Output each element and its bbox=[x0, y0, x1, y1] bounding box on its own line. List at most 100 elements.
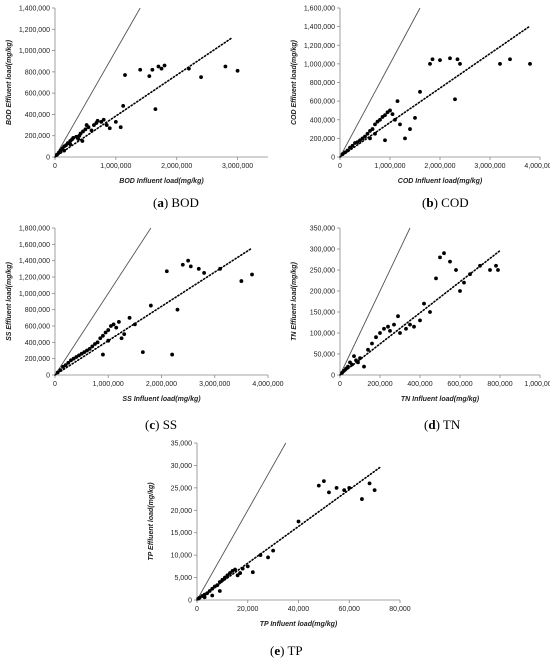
data-point bbox=[368, 136, 372, 141]
x-tick-label: 3,000,000 bbox=[474, 163, 505, 170]
data-point bbox=[358, 356, 362, 361]
data-point bbox=[58, 368, 63, 372]
data-point bbox=[199, 75, 203, 80]
x-tick-label: 4,000,000 bbox=[252, 381, 283, 388]
y-tick-label: 600,000 bbox=[25, 91, 50, 98]
y-tick-label: 350,000 bbox=[310, 226, 335, 233]
data-point bbox=[106, 328, 111, 332]
data-point bbox=[95, 340, 100, 345]
x-tick-label: 0 bbox=[53, 381, 57, 388]
data-point bbox=[101, 352, 105, 357]
data-point bbox=[140, 350, 145, 355]
identity-line bbox=[339, 227, 411, 376]
data-point bbox=[103, 330, 108, 335]
trend-line bbox=[54, 247, 253, 376]
caption-letter: a bbox=[157, 195, 164, 210]
data-point bbox=[455, 57, 460, 62]
data-point bbox=[153, 107, 158, 112]
data-point bbox=[347, 485, 352, 490]
data-point bbox=[438, 255, 442, 260]
data-point bbox=[86, 125, 91, 130]
data-point bbox=[438, 58, 442, 63]
data-point bbox=[180, 262, 185, 267]
data-point bbox=[132, 322, 137, 327]
data-point bbox=[223, 64, 228, 69]
data-point bbox=[508, 57, 512, 62]
data-point bbox=[122, 332, 127, 337]
data-point bbox=[228, 571, 232, 575]
data-point bbox=[66, 360, 71, 365]
y-tick-label: 400,000 bbox=[25, 112, 50, 119]
data-point bbox=[383, 138, 387, 143]
chart-panel-e: 0 5,000 10,000 15,000 20,000 25,000 30,000 35,0… bbox=[148, 441, 411, 659]
y-tick-label: 10,000 bbox=[171, 553, 193, 560]
data-point bbox=[83, 127, 88, 132]
x-tick-label: 3,000,000 bbox=[222, 163, 253, 170]
data-point bbox=[395, 99, 400, 104]
panel-caption: (a) BOD bbox=[153, 195, 199, 210]
data-point bbox=[123, 73, 127, 77]
data-point bbox=[210, 586, 215, 591]
data-point bbox=[107, 126, 112, 131]
data-point bbox=[159, 66, 164, 71]
data-point bbox=[207, 589, 212, 593]
caption-letter: b bbox=[426, 195, 433, 210]
data-point bbox=[383, 113, 387, 117]
data-point bbox=[418, 318, 422, 323]
data-point bbox=[238, 571, 243, 575]
trend-line bbox=[339, 25, 531, 158]
data-point bbox=[404, 326, 408, 331]
data-point bbox=[63, 363, 68, 368]
data-point bbox=[393, 117, 397, 122]
data-point bbox=[392, 322, 396, 327]
data-point bbox=[218, 266, 222, 271]
data-point bbox=[127, 315, 132, 320]
data-point bbox=[175, 307, 180, 312]
data-point bbox=[117, 320, 121, 324]
x-tick-label: 40,000 bbox=[288, 606, 310, 613]
data-point bbox=[170, 352, 175, 357]
data-point bbox=[235, 68, 240, 73]
data-point bbox=[362, 364, 366, 369]
data-point bbox=[356, 360, 360, 365]
data-point bbox=[220, 577, 225, 582]
y-tick-label: 35,000 bbox=[171, 441, 193, 448]
identity-line bbox=[196, 442, 287, 601]
y-tick-label: 0 bbox=[331, 373, 335, 380]
data-point bbox=[422, 301, 426, 306]
data-point bbox=[186, 258, 191, 263]
y-tick-label: 1,400,000 bbox=[19, 6, 50, 13]
caption-open: ( bbox=[153, 195, 157, 210]
data-point bbox=[412, 324, 416, 329]
data-point bbox=[121, 104, 126, 108]
panel-caption: (c) SS bbox=[145, 417, 177, 432]
data-point bbox=[363, 134, 367, 139]
data-point bbox=[250, 272, 254, 277]
data-point bbox=[62, 148, 67, 153]
y-tick-label: 600,000 bbox=[310, 99, 335, 106]
y-tick-label: 200,000 bbox=[25, 133, 50, 140]
y-tick-label: 0 bbox=[188, 598, 192, 605]
data-point bbox=[370, 127, 375, 131]
identity-line bbox=[339, 7, 421, 158]
caption-letter: c bbox=[149, 417, 155, 432]
caption-close: ) TN bbox=[436, 417, 461, 432]
data-point bbox=[87, 346, 92, 351]
x-axis-title: TP Influent load(mg/kg) bbox=[260, 621, 338, 628]
chart-panel-a: 0 200,000 400,000 600,000 800,000 1,000,000 1,… bbox=[6, 6, 268, 210]
y-tick-label: 300,000 bbox=[310, 247, 335, 254]
y-tick-label: 1,200,000 bbox=[19, 275, 50, 282]
y-tick-label: 600,000 bbox=[25, 324, 50, 331]
y-tick-label: 1,200,000 bbox=[304, 43, 335, 50]
data-point bbox=[408, 127, 412, 131]
x-axis-title: BOD Influent load(mg/kg) bbox=[119, 178, 204, 185]
data-point bbox=[235, 573, 240, 578]
x-tick-label: 0 bbox=[53, 163, 57, 170]
data-point bbox=[378, 331, 382, 335]
data-point bbox=[156, 64, 161, 69]
data-point bbox=[147, 74, 152, 79]
data-point bbox=[458, 289, 462, 293]
x-tick-label: 600,000 bbox=[447, 381, 472, 388]
data-point bbox=[68, 142, 73, 147]
